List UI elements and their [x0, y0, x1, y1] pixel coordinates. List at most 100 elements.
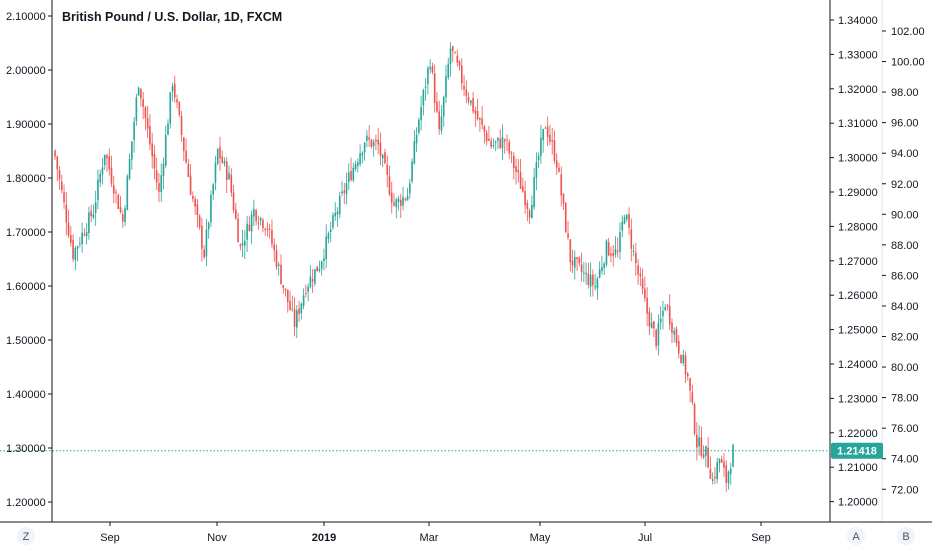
- candle-body: [567, 234, 569, 238]
- candle-body: [235, 209, 237, 218]
- candle-body: [655, 330, 657, 346]
- candle-body: [673, 331, 675, 335]
- candle-body: [619, 232, 621, 252]
- candle-body: [90, 211, 92, 216]
- candle-body: [160, 175, 162, 192]
- candle-body: [520, 172, 522, 189]
- left-tick-label: 2.10000: [6, 11, 46, 23]
- candle-body: [138, 88, 140, 96]
- candle-body: [590, 275, 592, 287]
- zoom-button[interactable]: Z: [17, 527, 35, 545]
- candle-body: [542, 129, 544, 140]
- candle-body: [203, 250, 205, 258]
- right-index-tick-label: 80.00: [891, 362, 919, 374]
- right-index-axis-ticks: 102.00 100.00 98.00 96.00 94.00 92.00 90.00 88.…: [882, 26, 925, 496]
- right-price-tick-label: 1.28000: [838, 221, 878, 233]
- candle-body: [393, 202, 395, 205]
- candle-body: [240, 244, 242, 246]
- candle-body: [348, 173, 350, 182]
- right-price-tick-label: 1.22000: [838, 428, 878, 440]
- candle-body: [554, 140, 556, 161]
- candle-body: [694, 404, 696, 433]
- candle-body: [488, 139, 490, 141]
- candle-body: [479, 118, 481, 120]
- auto-scale-button[interactable]: A: [847, 527, 865, 545]
- candle-body: [129, 159, 131, 179]
- candle-body: [136, 97, 138, 121]
- left-tick-label: 1.60000: [6, 281, 46, 293]
- candle-body: [341, 192, 343, 194]
- right-index-tick-label: 100.00: [891, 57, 925, 69]
- zoom-button-label: Z: [23, 531, 30, 543]
- candle-body: [698, 437, 700, 446]
- candle-body: [389, 176, 391, 194]
- candle-body: [560, 174, 562, 195]
- candle-body: [660, 319, 662, 323]
- candle-body: [226, 162, 228, 180]
- candle-body: [357, 162, 359, 166]
- candle-body: [624, 217, 626, 223]
- candle-body: [517, 170, 519, 172]
- candle-body: [339, 196, 341, 214]
- candle-body: [156, 171, 158, 183]
- candle-body: [65, 205, 67, 223]
- candle-body: [249, 225, 251, 231]
- left-axis-ticks: 2.10000 2.00000 1.90000 1.80000 1.70000 1.600…: [6, 11, 52, 509]
- candle-body: [606, 241, 608, 265]
- candle-body: [330, 230, 332, 232]
- candle-body: [628, 214, 630, 228]
- candle-body: [621, 222, 623, 231]
- candle-body: [178, 102, 180, 115]
- candle-body: [133, 122, 135, 140]
- candle-body: [373, 142, 375, 147]
- candle-body: [427, 68, 429, 84]
- candle-body: [260, 218, 262, 221]
- candle-body: [176, 99, 178, 102]
- candle-body: [551, 140, 553, 141]
- candle-body: [353, 168, 355, 181]
- right-price-tick-label: 1.27000: [838, 256, 878, 268]
- candle-body: [404, 199, 406, 200]
- candle-body: [420, 107, 422, 121]
- candle-body: [701, 437, 703, 455]
- right-index-tick-label: 72.00: [891, 484, 919, 496]
- time-axis-ticks: Sep Nov 2019 Mar May Jul Sep: [100, 522, 771, 544]
- buy-button[interactable]: B: [897, 527, 915, 545]
- candle-body: [79, 243, 81, 244]
- candle-body: [678, 341, 680, 353]
- candle-body: [588, 274, 590, 285]
- candle-body: [104, 155, 106, 165]
- candle-body: [154, 154, 156, 168]
- candle-body: [545, 128, 547, 129]
- candle-body: [151, 143, 153, 156]
- candle-body: [438, 111, 440, 129]
- candle-body: [685, 355, 687, 374]
- candle-body: [332, 215, 334, 227]
- right-price-tick-label: 1.23000: [838, 393, 878, 405]
- candle-body: [127, 176, 129, 210]
- candle-body: [56, 157, 58, 170]
- candle-body: [113, 185, 115, 194]
- candle-body: [93, 214, 95, 217]
- candle-body: [183, 138, 185, 151]
- candle-body: [538, 156, 540, 160]
- candle-body: [689, 378, 691, 390]
- candle-body: [506, 140, 508, 141]
- candle-body: [366, 136, 368, 141]
- candle-body: [676, 329, 678, 343]
- candle-body: [237, 219, 239, 242]
- buy-button-label: B: [902, 531, 909, 543]
- candle-body: [163, 164, 165, 176]
- candle-body: [167, 123, 169, 134]
- candle-body: [271, 230, 273, 244]
- candle-body: [117, 195, 119, 209]
- candle-body: [328, 233, 330, 239]
- candle-body: [536, 162, 538, 178]
- right-index-tick-label: 96.00: [891, 118, 919, 130]
- right-index-tick-label: 90.00: [891, 209, 919, 221]
- candle-body: [285, 289, 287, 290]
- candle-body: [513, 156, 515, 168]
- candle-body: [581, 264, 583, 271]
- candle-body: [714, 477, 716, 479]
